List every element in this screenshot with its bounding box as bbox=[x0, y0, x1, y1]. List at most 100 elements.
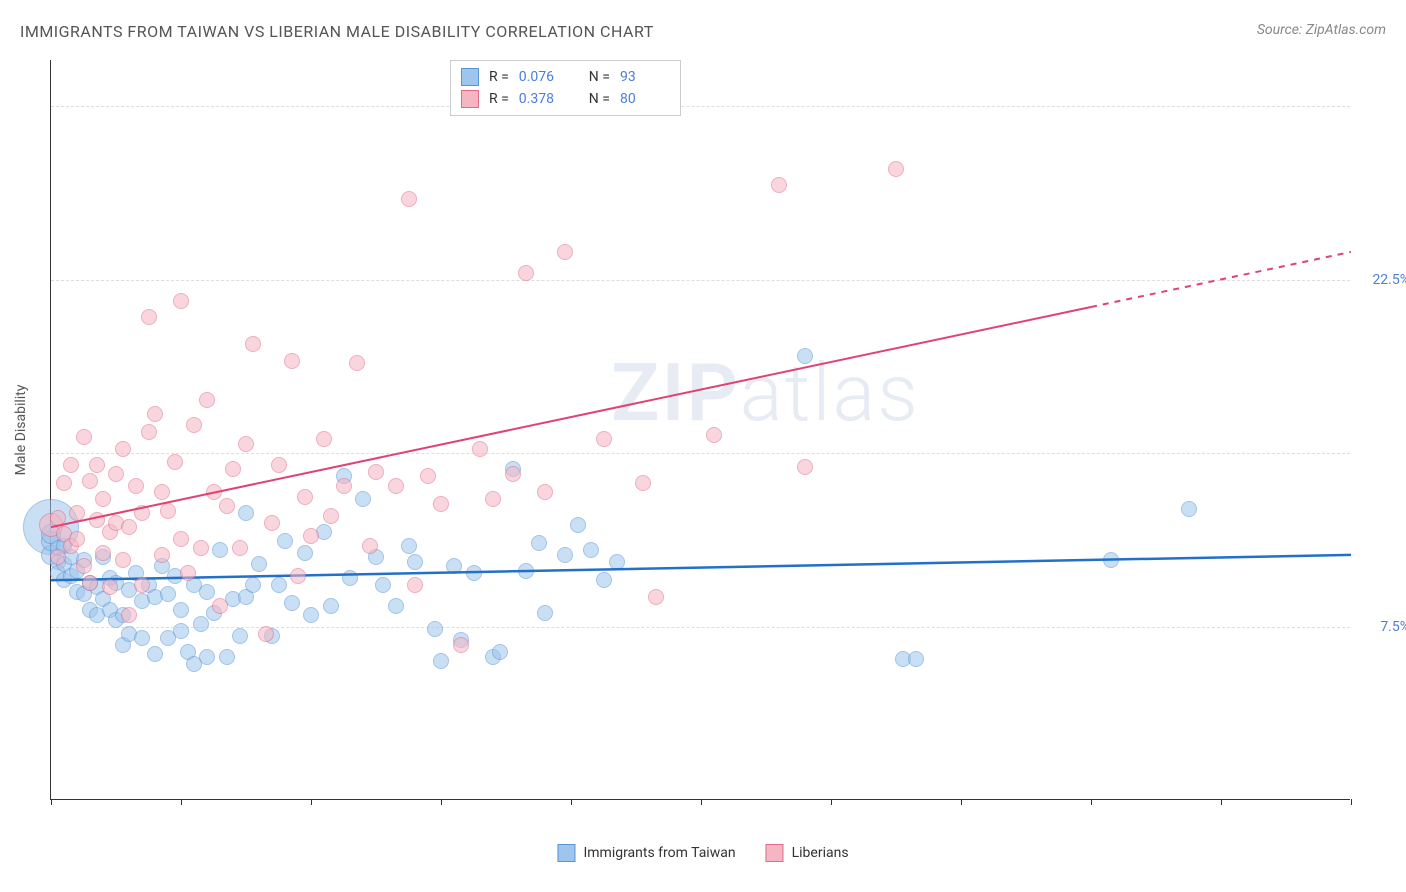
scatter-point-liberian bbox=[518, 265, 534, 281]
scatter-point-liberian bbox=[50, 549, 66, 565]
scatter-point-liberian bbox=[69, 505, 85, 521]
y-tick-label: 22.5% bbox=[1372, 272, 1406, 288]
scatter-point-liberian bbox=[349, 355, 365, 371]
stat-r-label: R = bbox=[489, 69, 509, 85]
swatch-icon bbox=[461, 68, 479, 86]
plot-area: ZIPatlas Male Disability 7.5%22.5% bbox=[50, 60, 1350, 800]
stat-n-value: 80 bbox=[620, 91, 670, 107]
scatter-point-taiwan bbox=[245, 577, 261, 593]
scatter-point-liberian bbox=[108, 466, 124, 482]
scatter-point-taiwan bbox=[1103, 552, 1119, 568]
scatter-point-liberian bbox=[225, 461, 241, 477]
scatter-point-taiwan bbox=[388, 598, 404, 614]
scatter-point-liberian bbox=[56, 475, 72, 491]
scatter-point-liberian bbox=[284, 353, 300, 369]
x-tick bbox=[1091, 799, 1092, 805]
stat-n-label: N = bbox=[589, 91, 610, 107]
x-tick bbox=[51, 799, 52, 805]
scatter-point-liberian bbox=[219, 498, 235, 514]
scatter-point-liberian bbox=[173, 293, 189, 309]
scatter-point-liberian bbox=[297, 489, 313, 505]
x-tick bbox=[441, 799, 442, 805]
scatter-point-liberian bbox=[76, 429, 92, 445]
scatter-point-liberian bbox=[290, 568, 306, 584]
x-tick bbox=[1351, 799, 1352, 805]
scatter-point-taiwan bbox=[570, 517, 586, 533]
scatter-point-taiwan bbox=[238, 505, 254, 521]
trend-line-liberian bbox=[51, 60, 1351, 800]
scatter-point-liberian bbox=[102, 579, 118, 595]
chart-title: IMMIGRANTS FROM TAIWAN VS LIBERIAN MALE … bbox=[20, 22, 654, 41]
scatter-point-liberian bbox=[154, 484, 170, 500]
scatter-point-liberian bbox=[368, 464, 384, 480]
scatter-point-liberian bbox=[336, 478, 352, 494]
gridline bbox=[51, 627, 1350, 628]
legend-item-liberian: Liberians bbox=[766, 844, 849, 862]
scatter-point-taiwan bbox=[342, 570, 358, 586]
scatter-point-liberian bbox=[95, 545, 111, 561]
scatter-point-liberian bbox=[232, 540, 248, 556]
scatter-point-liberian bbox=[115, 552, 131, 568]
scatter-point-taiwan bbox=[446, 558, 462, 574]
scatter-point-liberian bbox=[362, 538, 378, 554]
scatter-point-taiwan bbox=[557, 547, 573, 563]
scatter-point-liberian bbox=[160, 503, 176, 519]
scatter-point-taiwan bbox=[537, 605, 553, 621]
scatter-point-liberian bbox=[134, 577, 150, 593]
scatter-point-taiwan bbox=[466, 565, 482, 581]
scatter-point-taiwan bbox=[199, 584, 215, 600]
scatter-point-liberian bbox=[121, 607, 137, 623]
scatter-point-liberian bbox=[141, 309, 157, 325]
scatter-point-liberian bbox=[303, 528, 319, 544]
chart-container: IMMIGRANTS FROM TAIWAN VS LIBERIAN MALE … bbox=[0, 0, 1406, 892]
scatter-point-liberian bbox=[407, 577, 423, 593]
stat-n-label: N = bbox=[589, 69, 610, 85]
scatter-point-liberian bbox=[433, 496, 449, 512]
scatter-point-liberian bbox=[82, 473, 98, 489]
scatter-point-taiwan bbox=[1181, 501, 1197, 517]
swatch-icon bbox=[766, 844, 784, 862]
scatter-point-taiwan bbox=[271, 577, 287, 593]
scatter-point-liberian bbox=[323, 508, 339, 524]
x-tick bbox=[961, 799, 962, 805]
scatter-point-liberian bbox=[186, 417, 202, 433]
y-axis-title: Male Disability bbox=[13, 384, 29, 475]
scatter-point-liberian bbox=[134, 505, 150, 521]
scatter-point-liberian bbox=[50, 510, 66, 526]
scatter-point-liberian bbox=[420, 468, 436, 484]
x-tick bbox=[571, 799, 572, 805]
scatter-point-liberian bbox=[115, 441, 131, 457]
scatter-point-liberian bbox=[388, 478, 404, 494]
scatter-point-liberian bbox=[706, 427, 722, 443]
scatter-point-liberian bbox=[316, 431, 332, 447]
scatter-point-taiwan bbox=[492, 644, 508, 660]
scatter-point-liberian bbox=[485, 491, 501, 507]
scatter-point-taiwan bbox=[583, 542, 599, 558]
scatter-point-taiwan bbox=[232, 628, 248, 644]
scatter-point-liberian bbox=[453, 637, 469, 653]
trend-line-taiwan bbox=[51, 60, 1351, 800]
scatter-point-liberian bbox=[797, 459, 813, 475]
scatter-point-liberian bbox=[141, 424, 157, 440]
scatter-point-liberian bbox=[89, 512, 105, 528]
scatter-point-liberian bbox=[69, 531, 85, 547]
scatter-point-liberian bbox=[557, 244, 573, 260]
scatter-point-taiwan bbox=[531, 535, 547, 551]
scatter-point-liberian bbox=[212, 598, 228, 614]
series-legend: Immigrants from TaiwanLiberians bbox=[557, 844, 848, 862]
scatter-point-liberian bbox=[401, 191, 417, 207]
scatter-point-liberian bbox=[173, 531, 189, 547]
scatter-point-taiwan bbox=[518, 563, 534, 579]
x-tick bbox=[311, 799, 312, 805]
stat-r-label: R = bbox=[489, 91, 509, 107]
stat-r-value: 0.378 bbox=[519, 91, 569, 107]
scatter-point-liberian bbox=[63, 457, 79, 473]
scatter-point-taiwan bbox=[199, 649, 215, 665]
scatter-point-taiwan bbox=[375, 577, 391, 593]
scatter-point-liberian bbox=[206, 484, 222, 500]
scatter-point-liberian bbox=[635, 475, 651, 491]
scatter-point-taiwan bbox=[173, 623, 189, 639]
scatter-point-taiwan bbox=[407, 554, 423, 570]
swatch-icon bbox=[461, 90, 479, 108]
scatter-point-taiwan bbox=[596, 572, 612, 588]
